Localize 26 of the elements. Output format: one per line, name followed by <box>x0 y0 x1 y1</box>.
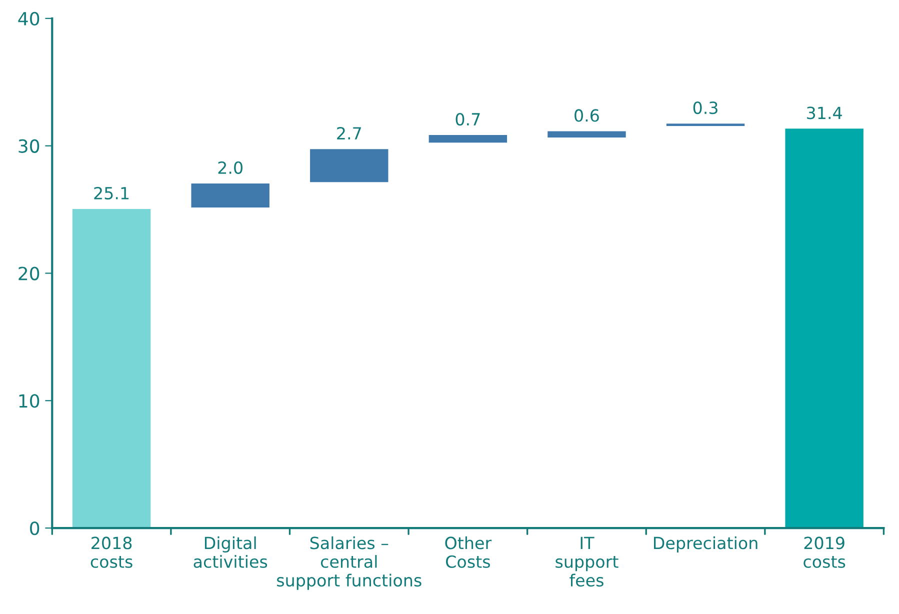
data-label: 0.3 <box>693 102 718 114</box>
bar <box>546 130 628 139</box>
x-tick-label: Other Costs <box>445 536 492 568</box>
y-tick-label: 10 <box>19 394 40 408</box>
bar <box>665 122 746 128</box>
data-label: 25.1 <box>94 186 129 200</box>
x-tick-label: IT support fees <box>556 536 618 587</box>
bar <box>427 134 508 144</box>
x-tick-label: Depreciation <box>654 536 758 553</box>
x-tick-label: 2019 costs <box>804 536 846 568</box>
data-label: 2.7 <box>337 126 361 140</box>
data-label: 0.7 <box>456 112 480 126</box>
data-label: 2.0 <box>218 161 242 174</box>
y-tick-label: 0 <box>30 522 40 536</box>
y-tick-label: 30 <box>18 139 40 153</box>
data-label: 31.4 <box>807 106 842 120</box>
y-tick-label: 20 <box>18 266 40 280</box>
bar <box>784 127 865 528</box>
x-tick-label: 2018 costs <box>90 536 132 568</box>
y-tick-label: 40 <box>18 12 40 26</box>
data-label: 0.6 <box>574 109 599 122</box>
bar <box>190 182 271 209</box>
x-tick-label: Digital activities <box>194 536 268 568</box>
x-tick-label: Salaries – central support functions <box>277 536 422 590</box>
bar <box>71 208 152 528</box>
bar <box>308 148 390 184</box>
